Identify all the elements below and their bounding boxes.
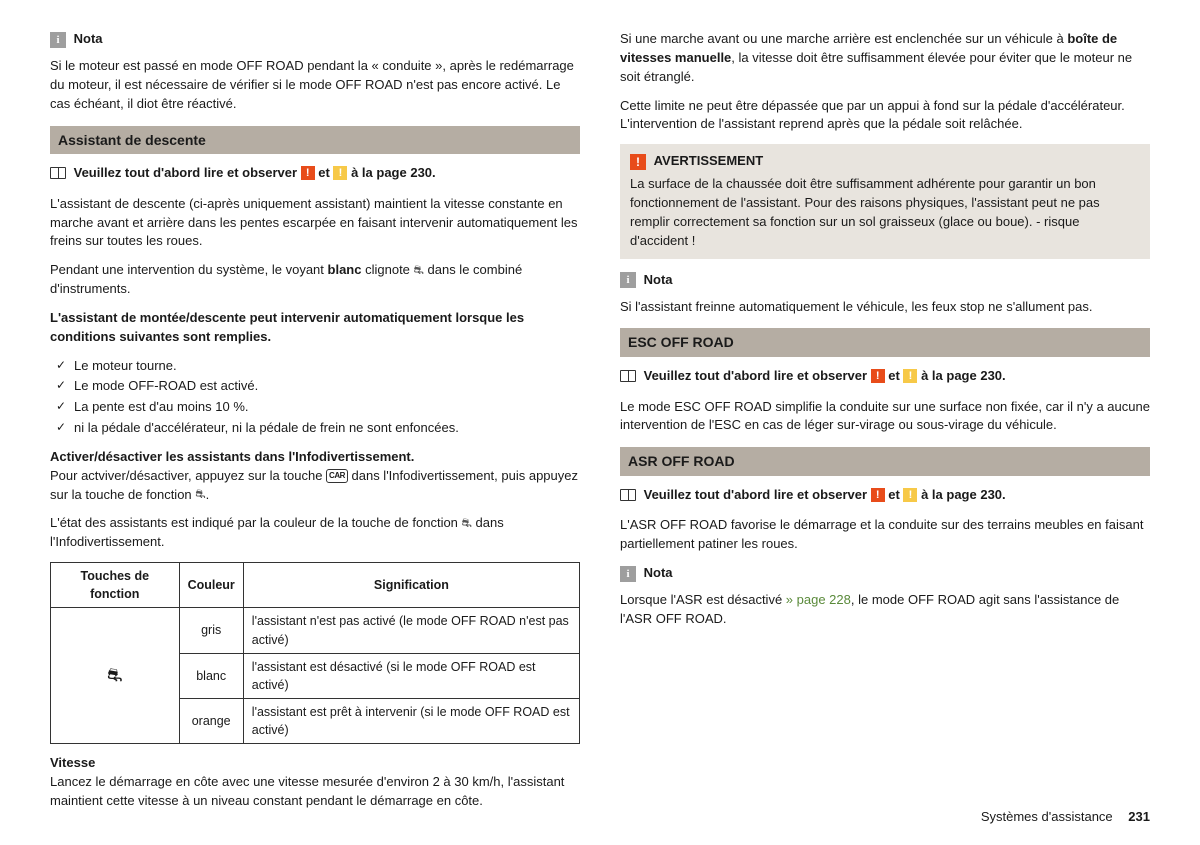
read-first-line: Veuillez tout d'abord lire et observer !… [620,486,1150,505]
footer-section: Systèmes d'assistance [981,809,1113,824]
nota-label: Nota [74,31,103,46]
warning-badge-icon: ! [871,369,885,383]
rf-mid: et [318,165,333,180]
table-row: ⛐ gris l'assistant n'est pas activé (le … [51,608,580,653]
vitesse-block: Vitesse Lancez le démarrage en côte avec… [50,754,580,811]
nota-block: i Nota [50,30,580,49]
left-column: i Nota Si le moteur est passé en mode OF… [50,30,580,821]
rf-prefix: Veuillez tout d'abord lire et observer [644,368,871,383]
book-icon [50,167,66,179]
text: L'état des assistants est indiqué par la… [50,515,462,530]
paragraph: Si une marche avant ou une marche arrièr… [620,30,1150,87]
paragraph: Pendant une intervention du système, le … [50,261,580,299]
page-footer: Systèmes d'assistance 231 [981,808,1150,827]
section-heading-assistant: Assistant de descente [50,126,580,154]
book-icon [620,489,636,501]
offroad-glyph-icon: ⛐ [107,666,123,684]
section-heading-esc: ESC OFF ROAD [620,328,1150,356]
offroad-glyph-icon: ⛐ [462,515,472,532]
th: Couleur [179,563,243,608]
conditions-heading: L'assistant de montée/descente peut inte… [50,309,580,347]
status-table: Touches de fonction Couleur Significatio… [50,562,580,744]
page-link[interactable]: » page 228 [786,592,851,607]
td: l'assistant est désactivé (si le mode OF… [243,653,579,698]
text: Lancez le démarrage en côte avec une vit… [50,774,564,808]
th: Touches de fonction [51,563,180,608]
book-icon [620,370,636,382]
paragraph: Le mode ESC OFF ROAD simplifie la condui… [620,398,1150,436]
nota-block: i Nota [620,564,1150,583]
td-icon: ⛐ [51,608,180,744]
list-item: Le moteur tourne. [50,357,580,376]
td: l'assistant est prêt à intervenir (si le… [243,698,579,743]
caution-badge-icon: ! [903,369,917,383]
activate-heading: Activer/désactiver les assistants dans l… [50,448,580,505]
warning-badge-icon: ! [301,166,315,180]
td: orange [179,698,243,743]
text: Pendant une intervention du système, le … [50,262,328,277]
right-column: Si une marche avant ou une marche arrièr… [620,30,1150,821]
rf-prefix: Veuillez tout d'abord lire et observer [644,487,871,502]
text: . [206,487,210,502]
section-heading-asr: ASR OFF ROAD [620,447,1150,475]
list-item: La pente est d'au moins 10 %. [50,398,580,417]
rf-mid: et [888,487,903,502]
td: gris [179,608,243,653]
warning-text: La surface de la chaussée doit être suff… [630,175,1140,250]
conditions-list: Le moteur tourne. Le mode OFF-ROAD est a… [50,357,580,438]
car-key-icon: CAR [326,469,348,483]
read-first-line: Veuillez tout d'abord lire et observer !… [50,164,580,183]
paragraph: L'ASR OFF ROAD favorise le démarrage et … [620,516,1150,554]
warning-label: AVERTISSEMENT [654,153,764,168]
text-bold: Vitesse [50,755,95,770]
text-bold: Activer/désactiver les assistants dans l… [50,449,414,464]
paragraph: L'état des assistants est indiqué par la… [50,514,580,552]
text-bold: blanc [328,262,362,277]
paragraph: L'assistant de descente (ci-après unique… [50,195,580,252]
text: Pour actviver/désactiver, appuyez sur la… [50,468,326,483]
rf-suffix: à la page 230. [921,487,1006,502]
warning-icon: ! [630,154,646,170]
read-first-line: Veuillez tout d'abord lire et observer !… [620,367,1150,386]
list-item: Le mode OFF-ROAD est activé. [50,377,580,396]
nota-label: Nota [644,272,673,287]
td: blanc [179,653,243,698]
info-icon: i [620,272,636,288]
rf-suffix: à la page 230. [921,368,1006,383]
offroad-glyph-icon: ⛐ [195,486,205,503]
text: clignote [361,262,413,277]
list-item: ni la pédale d'accélérateur, ni la pédal… [50,419,580,438]
caution-badge-icon: ! [333,166,347,180]
paragraph: Cette limite ne peut être dépassée que p… [620,97,1150,135]
nota-text: Si le moteur est passé en mode OFF ROAD … [50,57,580,114]
warning-box: ! AVERTISSEMENT La surface de la chaussé… [620,144,1150,258]
th: Signification [243,563,579,608]
nota-block: i Nota [620,271,1150,290]
rf-prefix: Veuillez tout d'abord lire et observer [74,165,301,180]
page-number: 231 [1128,809,1150,824]
caution-badge-icon: ! [903,488,917,502]
nota-label: Nota [644,565,673,580]
nota-text: Si l'assistant freinne automatiquement l… [620,298,1150,317]
info-icon: i [50,32,66,48]
warning-header: ! AVERTISSEMENT [630,152,1140,171]
info-icon: i [620,566,636,582]
nota-text: Lorsque l'ASR est désactivé » page 228, … [620,591,1150,629]
text: Si une marche avant ou une marche arrièr… [620,31,1067,46]
warning-badge-icon: ! [871,488,885,502]
text: Lorsque l'ASR est désactivé [620,592,786,607]
table-header-row: Touches de fonction Couleur Significatio… [51,563,580,608]
offroad-glyph-icon: ⛐ [414,262,424,279]
td: l'assistant n'est pas activé (le mode OF… [243,608,579,653]
rf-suffix: à la page 230. [351,165,436,180]
rf-mid: et [888,368,903,383]
